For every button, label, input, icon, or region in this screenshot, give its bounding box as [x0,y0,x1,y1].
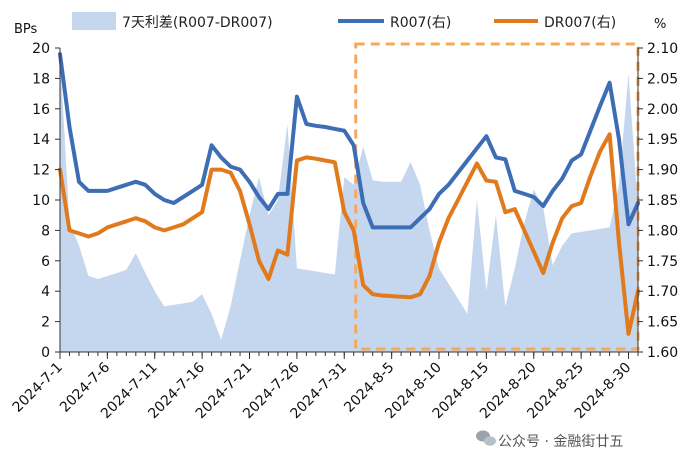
right-tick-label: 1.60 [647,345,678,361]
left-tick-label: 10 [32,193,50,209]
highlight-box-layer [354,42,640,351]
left-tick-label: 14 [32,132,50,148]
left-tick-label: 4 [41,284,50,300]
left-tick-label: 0 [41,345,50,361]
spread-area-layer [60,55,638,352]
series-area-spread [60,55,638,352]
left-tick-label: 6 [41,254,50,270]
left-tick-label: 12 [32,163,50,179]
x-tick-label: 2024-7-1 [10,360,66,416]
right-tick-label: 1.85 [647,193,678,209]
legend-swatch-spread [72,12,116,30]
left-tick-label: 16 [32,102,50,118]
legend-label-spread: 7天利差(R007-DR007) [122,15,273,31]
right-tick-label: 1.95 [647,132,678,148]
wechat-icon [476,430,496,446]
left-tick-label: 20 [32,41,50,57]
left-tick-label: 8 [41,223,50,239]
right-tick-label: 1.70 [647,284,678,300]
left-tick-label: 2 [41,315,50,331]
legend-label-dr007: DR007(右) [544,15,616,31]
right-tick-label: 1.80 [647,223,678,239]
rate-lines-layer [58,52,640,336]
right-axis-unit: % [654,17,666,32]
right-tick-label: 1.65 [647,315,678,331]
legend-label-r007: R007(右) [390,15,451,31]
right-tick-label: 2.10 [647,41,678,57]
right-tick-label: 1.90 [647,163,678,179]
left-axis-unit: BPs [14,22,38,37]
watermark: 公众号 · 金融街廿五 [476,430,623,450]
left-tick-label: 18 [32,71,50,87]
series-line-r007 [58,52,640,230]
highlight-dashed-box [354,42,640,351]
right-tick-label: 2.05 [647,71,678,87]
series-line-dr007 [58,132,640,336]
legend: 7天利差(R007-DR007) R007(右) DR007(右) [72,12,616,31]
right-tick-label: 2.00 [647,102,678,118]
right-tick-label: 1.75 [647,254,678,270]
watermark-text: 公众号 · 金融街廿五 [498,434,623,450]
